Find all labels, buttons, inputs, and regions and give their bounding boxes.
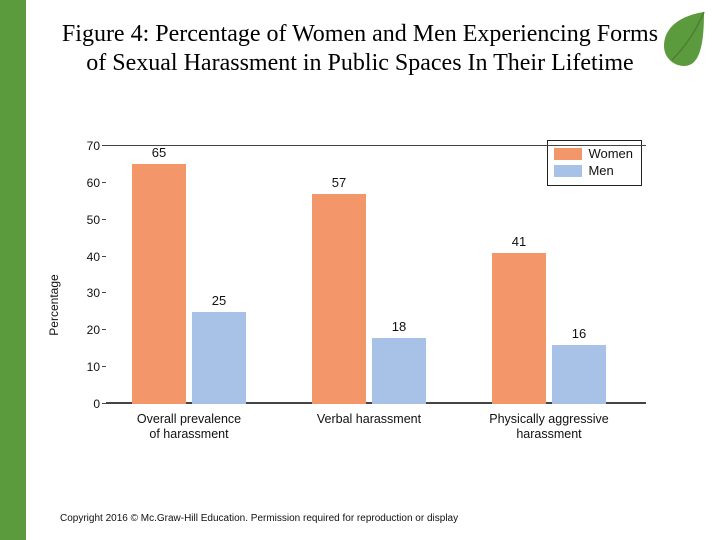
plot-area: WomenMen 0102030405060706525Overall prev…: [106, 146, 646, 404]
slide-sidebar-accent: [0, 0, 26, 540]
legend-label: Men: [588, 163, 613, 180]
legend-label: Women: [588, 146, 633, 163]
x-category-label: Overall prevalenceof harassment: [112, 412, 266, 442]
figure-title: Figure 4: Percentage of Women and Men Ex…: [60, 20, 660, 79]
bar-women: 65: [132, 164, 186, 404]
bar-value-label: 41: [512, 234, 526, 249]
legend-row: Women: [554, 146, 633, 163]
bar-value-label: 25: [212, 293, 226, 308]
x-category-label: Physically aggressiveharassment: [472, 412, 626, 442]
y-tick-label: 50: [87, 214, 100, 226]
y-tick-label: 40: [87, 251, 100, 263]
y-tick-mark: [102, 366, 106, 367]
bar-women: 57: [312, 194, 366, 404]
bar-value-label: 65: [152, 145, 166, 160]
y-tick-mark: [102, 219, 106, 220]
legend-swatch: [554, 165, 582, 177]
y-tick-label: 70: [87, 140, 100, 152]
leaf-icon: [660, 10, 706, 68]
y-tick-label: 20: [87, 324, 100, 336]
y-tick-mark: [102, 403, 106, 404]
legend-swatch: [554, 148, 582, 160]
bar-value-label: 16: [572, 326, 586, 341]
bar-women: 41: [492, 253, 546, 404]
bar-value-label: 18: [392, 319, 406, 334]
y-tick-mark: [102, 292, 106, 293]
top-rule: [106, 145, 646, 146]
bar-men: 18: [372, 338, 426, 404]
y-tick-label: 60: [87, 177, 100, 189]
y-tick-label: 30: [87, 287, 100, 299]
bar-men: 25: [192, 312, 246, 404]
x-category-label: Verbal harassment: [292, 412, 446, 427]
y-tick-mark: [102, 256, 106, 257]
y-tick-mark: [102, 329, 106, 330]
y-tick-label: 10: [87, 361, 100, 373]
y-tick-mark: [102, 182, 106, 183]
bar-chart: Percentage WomenMen 0102030405060706525O…: [60, 140, 660, 470]
bar-men: 16: [552, 345, 606, 404]
bar-value-label: 57: [332, 175, 346, 190]
legend-row: Men: [554, 163, 633, 180]
y-tick-label: 0: [93, 398, 100, 410]
y-axis-label: Percentage: [47, 274, 61, 335]
copyright-footer: Copyright 2016 © Mc.Graw-Hill Education.…: [60, 513, 458, 524]
legend: WomenMen: [547, 140, 642, 186]
